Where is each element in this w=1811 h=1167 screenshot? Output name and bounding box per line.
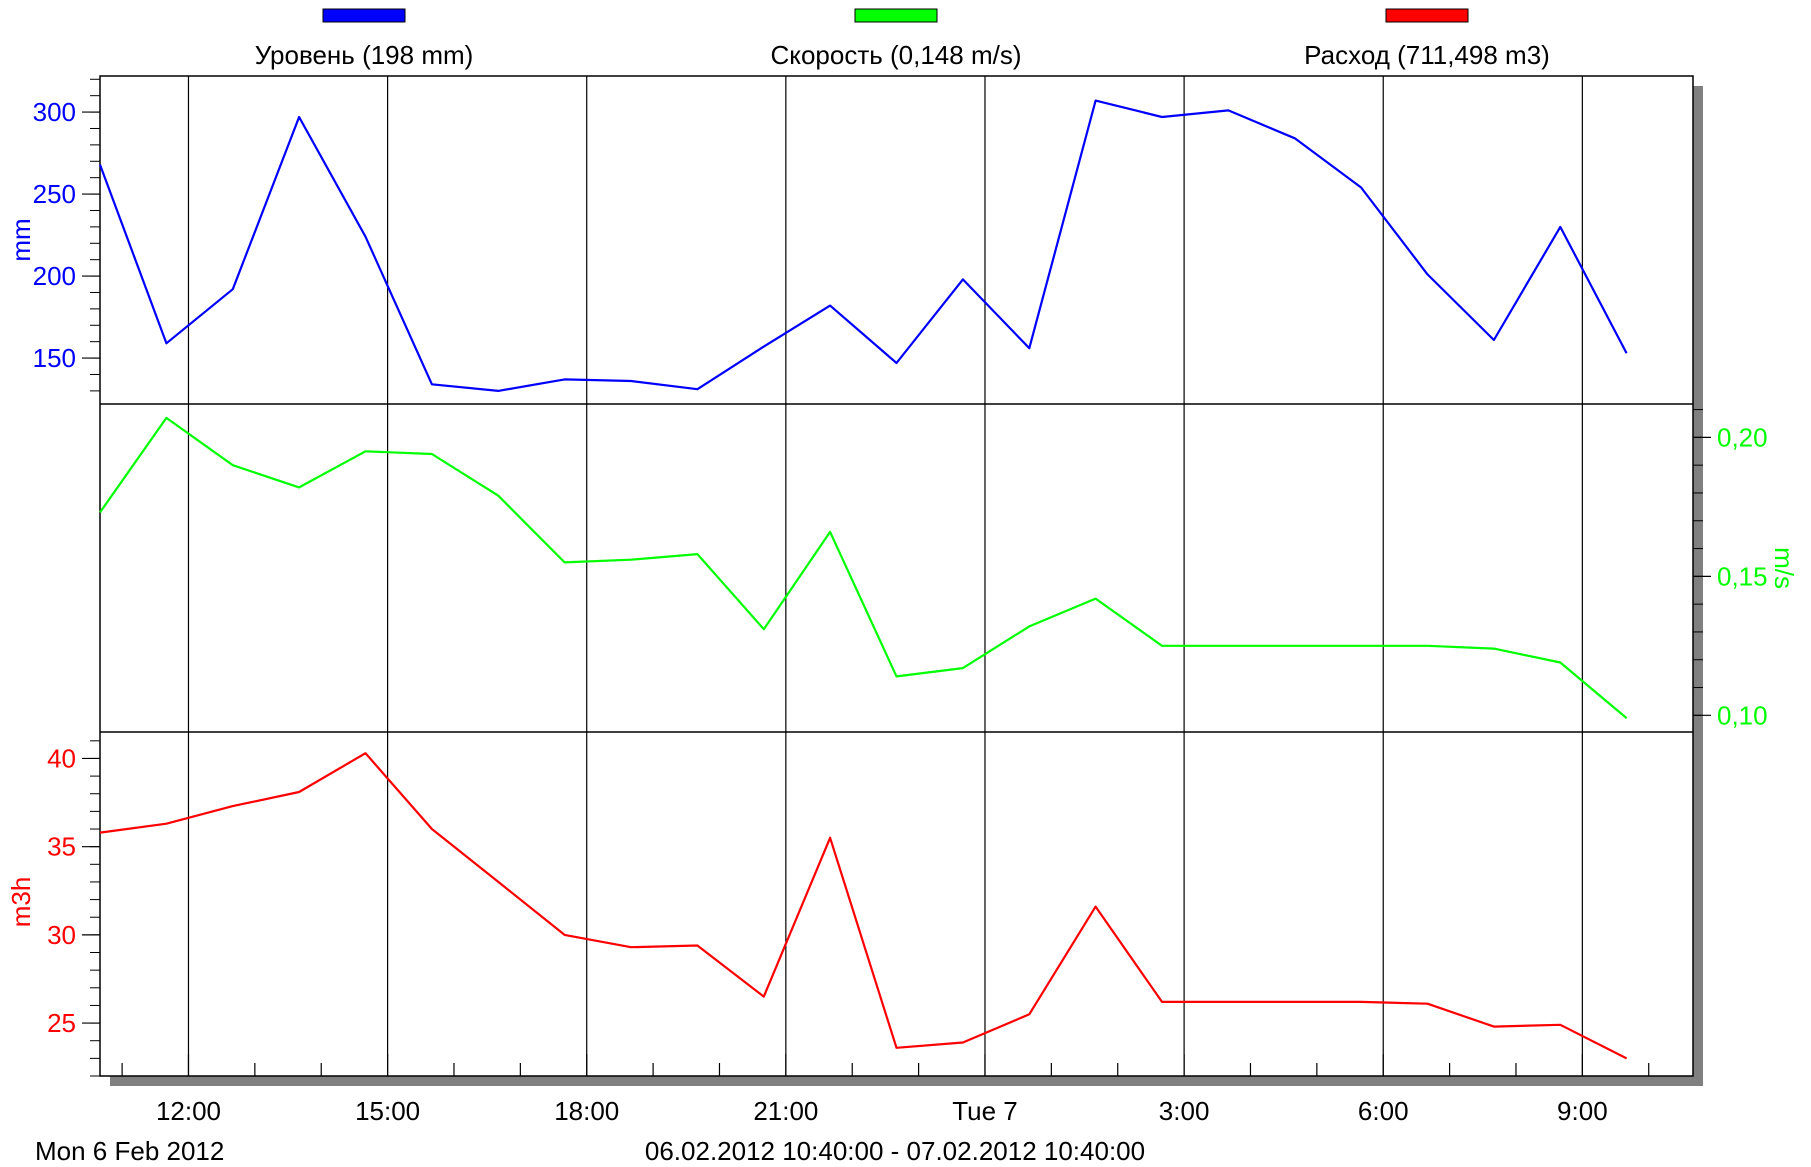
y-tick-label-1-2: 0,20 — [1717, 422, 1768, 452]
series-line-Уровень — [98, 99, 1628, 392]
time-range-label: 06.02.2012 10:40:00 - 07.02.2012 10:40:0… — [645, 1136, 1145, 1166]
x-axis: 12:00 15:00 18:00 21:00 Tue 7 3:00 6:00 9:00 — [121, 1054, 1650, 1126]
series-group — [98, 99, 1628, 1060]
x-tick-label-6: 6:00 — [1358, 1096, 1409, 1126]
legend-swatch-flow — [1385, 8, 1469, 23]
y-tick-label-0-2: 250 — [33, 179, 76, 209]
series-line-Расход — [99, 752, 1628, 1060]
series-line-Скорость — [99, 416, 1628, 719]
y-tick-label-0-0: 150 — [33, 343, 76, 373]
x-tick-label-2: 18:00 — [554, 1096, 619, 1126]
y-tick-label-0-3: 300 — [33, 97, 76, 127]
legend-label-level: Уровень (198 mm) — [255, 40, 474, 70]
y-tick-label-2-3: 40 — [47, 743, 76, 773]
y-tick-label-1-0: 0,10 — [1717, 700, 1768, 730]
date-label: Mon 6 Feb 2012 — [35, 1136, 224, 1166]
legend-swatch-level — [322, 8, 406, 23]
x-tick-label-1: 15:00 — [355, 1096, 420, 1126]
axes: 150 200 250 300 0,10 0,15 0,20 25 30 35 40 — [33, 78, 1768, 1077]
x-tick-label-0: 12:00 — [156, 1096, 221, 1126]
grid — [187, 76, 1583, 1076]
x-tick-label-5: 3:00 — [1159, 1096, 1210, 1126]
y-axis-label-level: mm — [6, 218, 36, 261]
y-tick-label-2-0: 25 — [47, 1008, 76, 1038]
legend-label-speed: Скорость (0,148 m/s) — [771, 40, 1022, 70]
y-axis-label-speed: m/s — [1769, 547, 1799, 589]
legend-label-flow: Расход (711,498 m3) — [1304, 40, 1550, 70]
y-axis-label-flow: m3h — [6, 877, 36, 928]
plot-area — [99, 75, 1694, 1077]
y-tick-label-2-2: 35 — [47, 832, 76, 862]
legend-swatch-speed — [854, 8, 938, 23]
x-tick-label-3: 21:00 — [753, 1096, 818, 1126]
y-tick-label-1-1: 0,15 — [1717, 561, 1768, 591]
y-tick-label-2-1: 30 — [47, 920, 76, 950]
y-tick-label-0-1: 200 — [33, 261, 76, 291]
x-tick-label-4: Tue 7 — [952, 1096, 1018, 1126]
x-tick-label-7: 9:00 — [1557, 1096, 1608, 1126]
legend: Уровень (198 mm) Скорость (0,148 m/s) Ра… — [255, 8, 1550, 70]
